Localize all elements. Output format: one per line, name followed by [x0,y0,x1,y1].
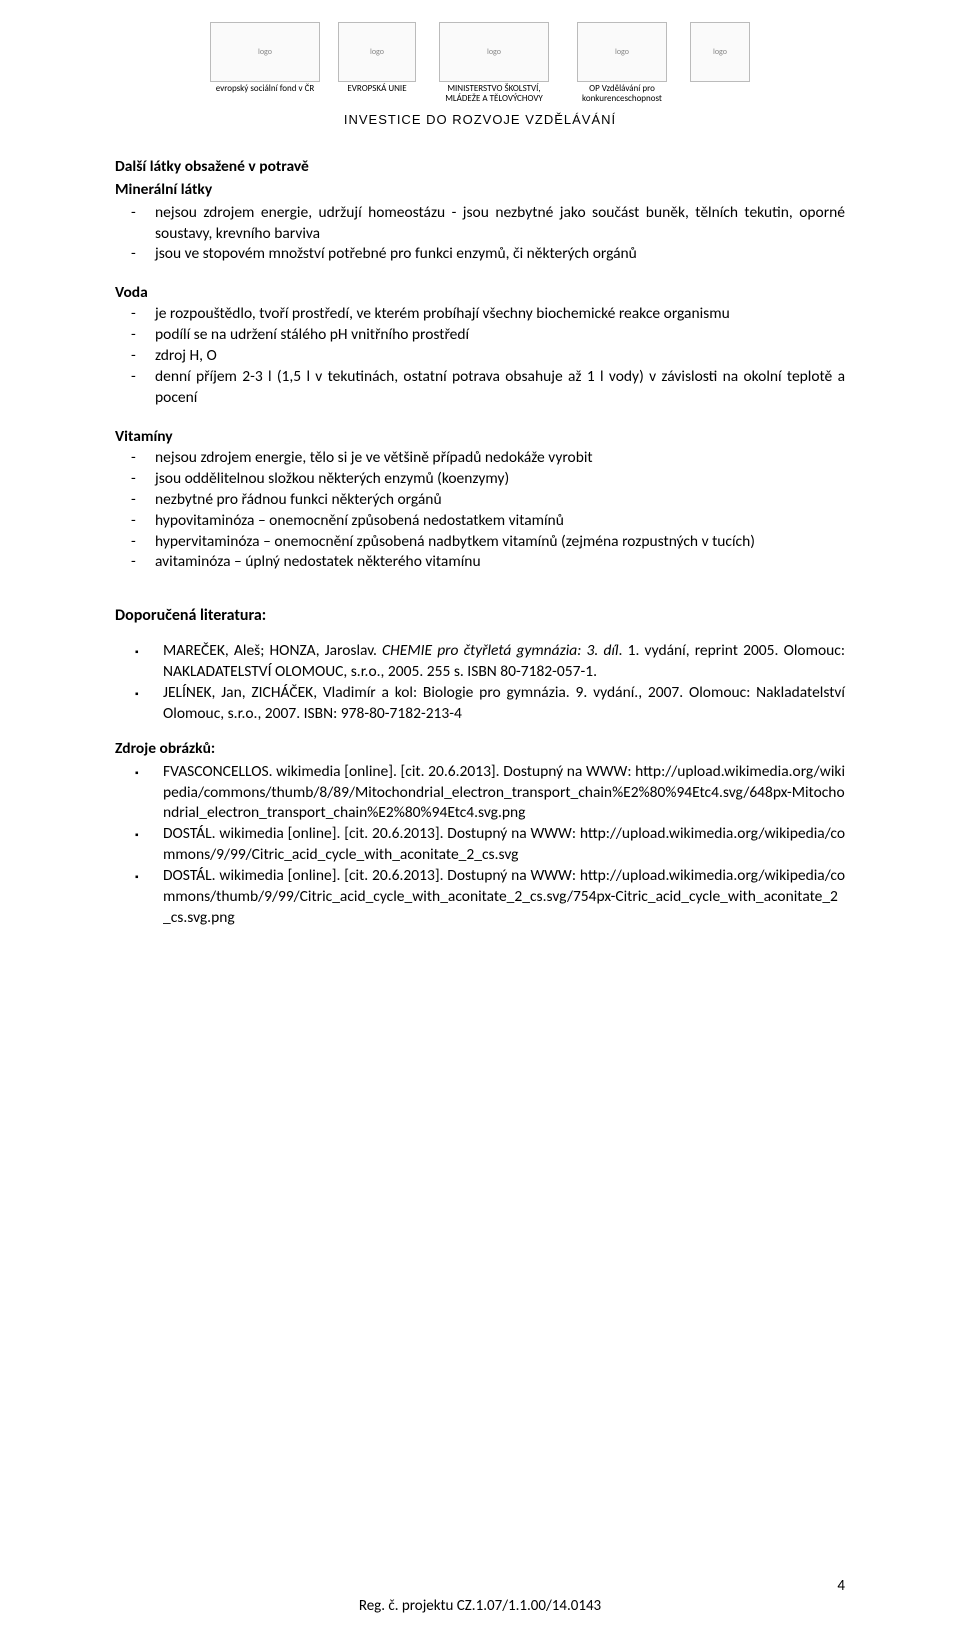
op-vk-logo-icon: logo [577,22,667,82]
list-item: JELÍNEK, Jan, ZICHÁČEK, Vladimír a kol: … [163,683,845,725]
footer-project: Reg. č. projektu CZ.1.07/1.1.00/14.0143 [0,1597,960,1615]
msmt-logo: logoMINISTERSTVO ŠKOLSTVÍ, MLÁDEŽE A TĚL… [434,22,554,104]
list-item: zdroj H, O [155,346,845,367]
list-item: nejsou zdrojem energie, tělo si je ve vě… [155,448,845,469]
op-vk-logo-label: OP Vzdělávání pro konkurenceschopnost [572,84,672,104]
list-item: jsou oddělitelnou složkou některých enzy… [155,469,845,490]
list-item: hypovitaminóza – onemocnění způsobená ne… [155,511,845,532]
literature-heading: Doporučená literatura: [115,605,845,627]
list-item: DOSTÁL. wikimedia [online]. [cit. 20.6.2… [163,824,845,866]
list-item: nejsou zdrojem energie, udržují homeostá… [155,203,845,245]
header-logo-row: logo evropský sociální fond v ČR logo EVROP… [0,0,960,106]
mineral-list: nejsou zdrojem energie, udržují homeostá… [115,203,845,266]
list-item: avitaminóza – úplný nedostatek některého… [155,552,845,573]
list-item: FVASCONCELLOS. wikimedia [online]. [cit.… [163,762,845,825]
content-body: Další látky obsažené v potravě Minerální… [0,157,960,929]
list-item: podílí se na udržení stálého pH vnitřníh… [155,325,845,346]
at-logo: logo [690,22,750,82]
vitaminy-list: nejsou zdrojem energie, tělo si je ve vě… [115,448,845,574]
list-item: je rozpouštědlo, tvoří prostředí, ve kte… [155,304,845,325]
list-item: hypervitaminóza – onemocnění způsobená n… [155,532,845,553]
list-item: MAREČEK, Aleš; HONZA, Jaroslav. CHEMIE p… [163,641,845,683]
literature-list: MAREČEK, Aleš; HONZA, Jaroslav. CHEMIE p… [115,641,845,725]
voda-list: je rozpouštědlo, tvoří prostředí, ve kte… [115,304,845,409]
mineral-title: Minerální látky [115,180,845,201]
op-vk-logo: logoOP Vzdělávání pro konkurenceschopnos… [572,22,672,104]
msmt-logo-label: MINISTERSTVO ŠKOLSTVÍ, MLÁDEŽE A TĚLOVÝC… [434,84,554,104]
list-item: DOSTÁL. wikimedia [online]. [cit. 20.6.2… [163,866,845,929]
list-item: denní příjem 2-3 l (1,5 l v tekutinách, … [155,367,845,409]
eu-logo-label: EVROPSKÁ UNIE [347,84,406,94]
page-number: 4 [837,1577,845,1595]
msmt-logo-icon: logo [439,22,549,82]
vitaminy-title: Vitamíny [115,427,845,448]
at-logo-icon: logo [690,22,750,82]
esf-logo: logo evropský sociální fond v ČR [210,22,320,94]
section-title: Další látky obsažené v potravě [115,157,845,178]
list-item: nezbytné pro řádnou funkci některých org… [155,490,845,511]
sources-heading: Zdroje obrázků: [115,739,845,760]
voda-title: Voda [115,283,845,304]
eu-logo-icon: logo [338,22,416,82]
eu-logo: logo EVROPSKÁ UNIE [338,22,416,94]
esf-logo-label: evropský sociální fond v ČR [216,84,315,94]
sources-list: FVASCONCELLOS. wikimedia [online]. [cit.… [115,762,845,929]
esf-logo-icon: logo [210,22,320,82]
invest-line: INVESTICE DO ROZVOJE VZDĚLÁVÁNÍ [0,112,960,127]
list-item: jsou ve stopovém množství potřebné pro f… [155,244,845,265]
